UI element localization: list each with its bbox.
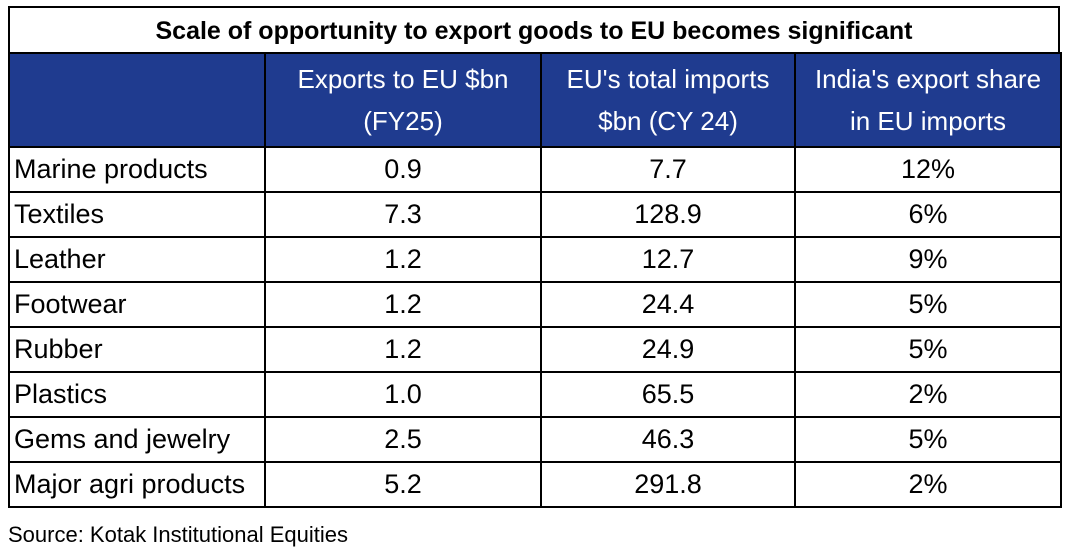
row-label: Textiles	[8, 191, 266, 238]
header-cell-eu-imports: EU's total imports $bn (CY 24)	[540, 52, 796, 148]
cell-exports: 1.0	[264, 371, 542, 418]
cell-exports: 1.2	[264, 326, 542, 373]
cell-eu-imports: 46.3	[540, 416, 796, 463]
cell-eu-imports: 24.9	[540, 326, 796, 373]
table-row: Textiles 7.3 128.9 6%	[8, 191, 1062, 238]
row-label: Major agri products	[8, 461, 266, 508]
table-row: Footwear 1.2 24.4 5%	[8, 281, 1062, 328]
cell-eu-imports: 24.4	[540, 281, 796, 328]
header-exports-line1: Exports to EU $bn	[297, 64, 509, 94]
header-exports-line2: (FY25)	[363, 106, 443, 136]
header-eu-imports-line1: EU's total imports	[566, 64, 770, 94]
cell-india-share: 5%	[794, 326, 1062, 373]
table-title: Scale of opportunity to export goods to …	[8, 6, 1060, 52]
header-cell-india-share: India's export share in EU imports	[794, 52, 1062, 148]
cell-eu-imports: 128.9	[540, 191, 796, 238]
row-label: Marine products	[8, 146, 266, 193]
table-row: Major agri products 5.2 291.8 2%	[8, 461, 1062, 508]
header-india-share-line1: India's export share	[814, 64, 1042, 94]
source-note: Source: Kotak Institutional Equities	[8, 522, 348, 547]
cell-india-share: 2%	[794, 371, 1062, 418]
table-row: Rubber 1.2 24.9 5%	[8, 326, 1062, 373]
cell-exports: 1.2	[264, 236, 542, 283]
row-label: Leather	[8, 236, 266, 283]
row-label: Footwear	[8, 281, 266, 328]
cell-india-share: 2%	[794, 461, 1062, 508]
cell-eu-imports: 12.7	[540, 236, 796, 283]
table-row: Leather 1.2 12.7 9%	[8, 236, 1062, 283]
header-eu-imports-line2: $bn (CY 24)	[598, 106, 738, 136]
cell-india-share: 6%	[794, 191, 1062, 238]
cell-eu-imports: 291.8	[540, 461, 796, 508]
cell-india-share: 5%	[794, 416, 1062, 463]
table-frame: Scale of opportunity to export goods to …	[8, 6, 1062, 508]
data-table: Exports to EU $bn (FY25) EU's total impo…	[8, 52, 1062, 508]
table-row: Marine products 0.9 7.7 12%	[8, 146, 1062, 193]
table-row: Plastics 1.0 65.5 2%	[8, 371, 1062, 418]
cell-eu-imports: 65.5	[540, 371, 796, 418]
cell-india-share: 5%	[794, 281, 1062, 328]
row-label: Gems and jewelry	[8, 416, 266, 463]
cell-exports: 2.5	[264, 416, 542, 463]
row-label: Rubber	[8, 326, 266, 373]
cell-india-share: 12%	[794, 146, 1062, 193]
table-row: Gems and jewelry 2.5 46.3 5%	[8, 416, 1062, 463]
cell-india-share: 9%	[794, 236, 1062, 283]
cell-eu-imports: 7.7	[540, 146, 796, 193]
header-cell-corner	[8, 52, 266, 148]
header-row: Exports to EU $bn (FY25) EU's total impo…	[8, 52, 1062, 148]
cell-exports: 5.2	[264, 461, 542, 508]
cell-exports: 7.3	[264, 191, 542, 238]
header-india-share-line2: in EU imports	[849, 106, 1007, 136]
row-label: Plastics	[8, 371, 266, 418]
cell-exports: 1.2	[264, 281, 542, 328]
cell-exports: 0.9	[264, 146, 542, 193]
header-cell-exports: Exports to EU $bn (FY25)	[264, 52, 542, 148]
